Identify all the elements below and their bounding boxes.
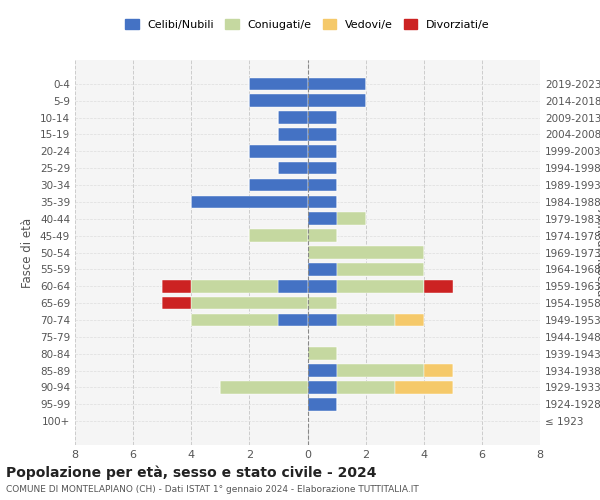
Bar: [191, 314, 278, 326]
Bar: [278, 128, 308, 141]
Bar: [308, 145, 337, 158]
Bar: [424, 364, 453, 377]
Bar: [308, 381, 337, 394]
Bar: [250, 230, 308, 242]
Bar: [250, 178, 308, 192]
Bar: [308, 246, 424, 259]
Bar: [308, 178, 337, 192]
Bar: [308, 111, 337, 124]
Bar: [308, 348, 337, 360]
Bar: [308, 263, 337, 276]
Bar: [162, 297, 191, 310]
Bar: [278, 280, 308, 292]
Bar: [191, 196, 308, 208]
Bar: [250, 78, 308, 90]
Bar: [337, 280, 424, 292]
Bar: [337, 381, 395, 394]
Bar: [308, 280, 337, 292]
Bar: [308, 230, 337, 242]
Bar: [337, 212, 365, 225]
Bar: [162, 280, 191, 292]
Bar: [220, 381, 308, 394]
Bar: [191, 297, 308, 310]
Bar: [337, 364, 424, 377]
Bar: [308, 398, 337, 410]
Bar: [308, 162, 337, 174]
Bar: [395, 381, 453, 394]
Bar: [278, 314, 308, 326]
Legend: Celibi/Nubili, Coniugati/e, Vedovi/e, Divorziati/e: Celibi/Nubili, Coniugati/e, Vedovi/e, Di…: [122, 16, 493, 33]
Bar: [337, 263, 424, 276]
Text: Popolazione per età, sesso e stato civile - 2024: Popolazione per età, sesso e stato civil…: [6, 465, 377, 479]
Bar: [278, 162, 308, 174]
Bar: [308, 212, 337, 225]
Bar: [308, 297, 337, 310]
Text: COMUNE DI MONTELAPIANO (CH) - Dati ISTAT 1° gennaio 2024 - Elaborazione TUTTITAL: COMUNE DI MONTELAPIANO (CH) - Dati ISTAT…: [6, 485, 419, 494]
Bar: [250, 94, 308, 107]
Bar: [308, 314, 337, 326]
Y-axis label: Fasce di età: Fasce di età: [22, 218, 34, 288]
Bar: [308, 94, 365, 107]
Bar: [395, 314, 424, 326]
Bar: [308, 364, 337, 377]
Bar: [278, 111, 308, 124]
Bar: [250, 145, 308, 158]
Bar: [308, 128, 337, 141]
Y-axis label: Anni di nascita: Anni di nascita: [594, 209, 600, 296]
Bar: [337, 314, 395, 326]
Bar: [424, 280, 453, 292]
Bar: [191, 280, 278, 292]
Bar: [308, 196, 337, 208]
Bar: [308, 78, 365, 90]
